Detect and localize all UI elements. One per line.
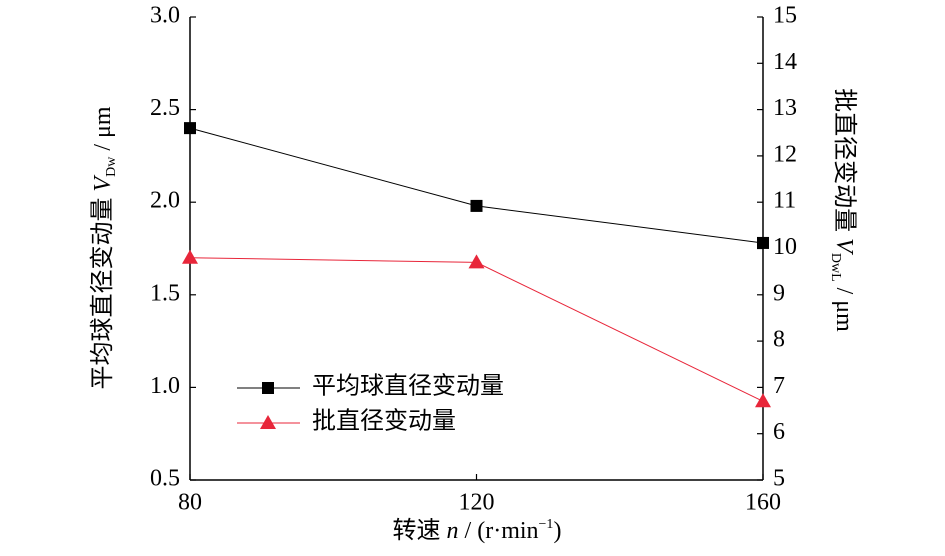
legend-marker — [260, 415, 276, 429]
series-line — [189, 127, 764, 244]
marker — [470, 199, 483, 212]
marker — [755, 393, 771, 408]
x-tick-label: 80 — [178, 490, 202, 516]
y-label-text: 平均球直径变动量 — [89, 198, 116, 390]
y2-tick-label: 7 — [773, 373, 785, 399]
y-axis-label: 平均球直径变动量 VDw / μm — [89, 106, 119, 389]
x-label-var: n — [447, 518, 459, 544]
y2-tick-label: 8 — [773, 327, 785, 353]
y-label-unit: / μm — [90, 106, 116, 151]
y-tick-label: 1.0 — [150, 373, 180, 399]
y2-label-unit: / μm — [831, 288, 857, 333]
legend-label: 平均球直径变动量 — [312, 373, 504, 400]
y2-tick-label: 15 — [773, 3, 797, 29]
y2-tick-label: 12 — [773, 141, 797, 167]
y2-label-text: 批直径变动量 — [831, 88, 858, 232]
x-label-sup: −1 — [539, 517, 554, 532]
y2-tick-label: 6 — [773, 419, 785, 445]
legend-marker — [262, 382, 274, 394]
x-tick-label: 160 — [745, 490, 781, 516]
x-axis-label: 转速 n / (r·min−1) — [393, 517, 562, 544]
marker — [182, 249, 198, 264]
y2-tick-label: 11 — [773, 188, 796, 214]
y-tick-label: 3.0 — [150, 3, 180, 29]
y-tick-label: 2.0 — [150, 188, 180, 214]
y2-axis-label: 批直径变动量 VDwL / μm — [828, 88, 858, 332]
x-label-text: 转速 — [393, 517, 441, 544]
legend-label: 批直径变动量 — [312, 408, 456, 435]
marker — [757, 236, 769, 249]
x-label-unit: / (r·min — [465, 518, 539, 544]
y2-tick-label: 14 — [773, 49, 797, 75]
y2-label-sub: DwL — [828, 253, 843, 282]
y-label-var: V — [90, 175, 116, 192]
y-tick-label: 2.5 — [150, 95, 180, 121]
y2-label-var: V — [831, 238, 857, 255]
y-tick-label: 0.5 — [150, 466, 180, 492]
x-label-close: ) — [553, 518, 561, 544]
marker — [184, 122, 196, 135]
y2-tick-label: 10 — [773, 234, 797, 260]
x-tick-label: 120 — [459, 490, 495, 516]
y2-tick-label: 5 — [773, 466, 785, 492]
y-tick-label: 1.5 — [150, 280, 180, 306]
y-label-sub: Dw — [104, 156, 119, 177]
y2-tick-label: 9 — [773, 280, 785, 306]
marker — [468, 254, 485, 269]
y2-tick-label: 13 — [773, 95, 797, 121]
